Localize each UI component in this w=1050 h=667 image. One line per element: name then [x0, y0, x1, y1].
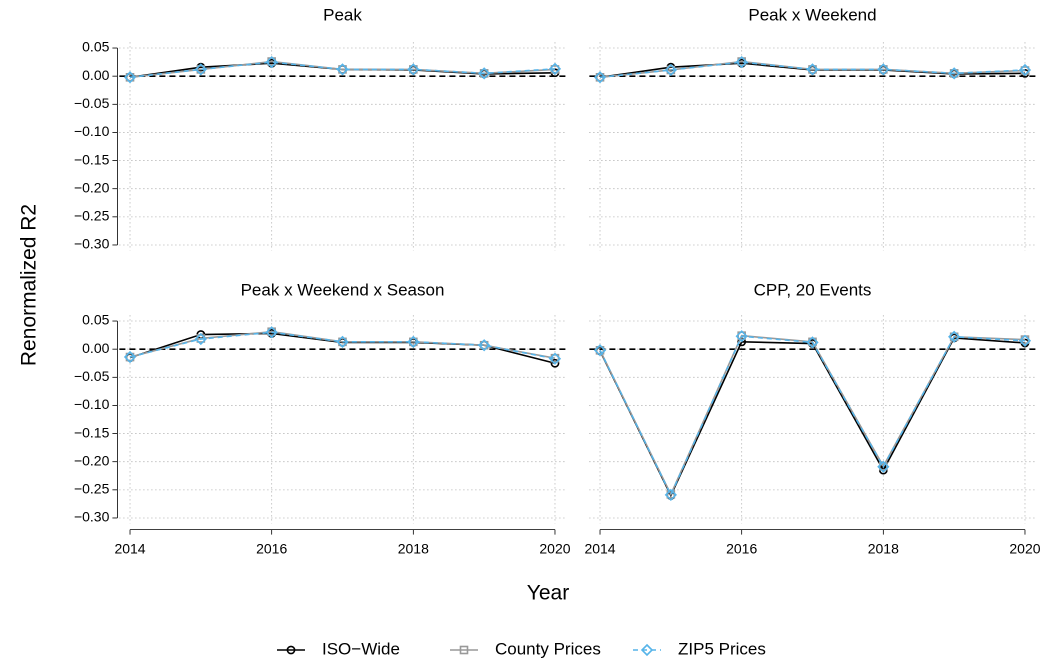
- marker: [194, 63, 207, 76]
- x-axis-label: Year: [527, 582, 569, 605]
- marker: [123, 350, 137, 364]
- y-tick-label: −0.25: [74, 208, 110, 224]
- y-tick-label: −0.30: [74, 236, 110, 252]
- marker: [735, 55, 748, 69]
- series-line: [599, 335, 1026, 497]
- legend-label: ISO−Wide: [322, 639, 400, 658]
- marker: [593, 71, 607, 84]
- marker: [877, 63, 890, 76]
- panel-title: Peak: [323, 5, 362, 24]
- panel-title: Peak x Weekend x Season: [241, 280, 445, 299]
- marker: [478, 67, 491, 80]
- marker: [1018, 334, 1032, 347]
- x-tick-label: 2016: [726, 540, 757, 556]
- marker: [806, 63, 819, 76]
- marker: [949, 332, 959, 342]
- marker: [336, 63, 349, 76]
- y-tick-label: 0.00: [82, 340, 109, 356]
- marker: [407, 63, 420, 76]
- series-line: [129, 61, 556, 79]
- x-tick-label: 2020: [539, 540, 570, 556]
- y-axis-label: Renormalized R2: [18, 204, 41, 366]
- y-tick-label: 0.05: [82, 39, 109, 55]
- y-tick-label: −0.15: [74, 151, 110, 167]
- x-tick-label: 2016: [256, 540, 287, 556]
- marker: [459, 645, 469, 655]
- marker: [123, 71, 137, 84]
- legend-label: ZIP5 Prices: [678, 639, 766, 658]
- series-line: [599, 334, 1026, 497]
- marker: [336, 335, 349, 348]
- marker: [664, 488, 677, 502]
- y-tick-label: −0.20: [74, 179, 110, 195]
- series-line: [129, 331, 556, 360]
- y-tick-label: −0.05: [74, 368, 110, 384]
- marker: [948, 330, 961, 343]
- y-tick-label: −0.25: [74, 481, 110, 497]
- x-tick-label: 2014: [114, 540, 145, 556]
- marker: [548, 352, 562, 365]
- y-tick-label: −0.05: [74, 95, 110, 111]
- series-line: [599, 337, 1026, 498]
- marker: [664, 63, 677, 77]
- marker: [595, 345, 605, 355]
- panel-title: Peak x Weekend: [748, 5, 876, 24]
- legend-label: County Prices: [495, 639, 601, 658]
- marker: [286, 645, 296, 655]
- marker: [1018, 63, 1032, 77]
- x-tick-label: 2018: [398, 540, 429, 556]
- marker: [877, 460, 890, 473]
- x-tick-label: 2018: [868, 540, 899, 556]
- marker: [194, 332, 207, 346]
- marker: [478, 339, 491, 352]
- marker: [265, 55, 278, 69]
- y-tick-label: −0.10: [74, 396, 110, 412]
- marker: [593, 344, 607, 357]
- x-tick-label: 2020: [1009, 540, 1040, 556]
- marker: [806, 336, 819, 349]
- x-tick-label: 2014: [584, 540, 615, 556]
- y-tick-label: 0.05: [82, 312, 109, 328]
- series-line: [599, 61, 1026, 79]
- y-tick-label: 0.00: [82, 67, 109, 83]
- y-tick-label: −0.20: [74, 452, 110, 468]
- marker: [125, 352, 135, 362]
- y-tick-label: −0.30: [74, 509, 110, 525]
- marker: [735, 330, 748, 343]
- marker: [948, 67, 961, 80]
- y-tick-label: −0.15: [74, 424, 110, 440]
- marker: [550, 358, 560, 368]
- panel-title: CPP, 20 Events: [754, 280, 872, 299]
- marker: [407, 335, 420, 348]
- marker: [265, 326, 278, 339]
- y-tick-label: −0.10: [74, 123, 110, 139]
- marker: [548, 62, 562, 75]
- marker: [640, 643, 654, 657]
